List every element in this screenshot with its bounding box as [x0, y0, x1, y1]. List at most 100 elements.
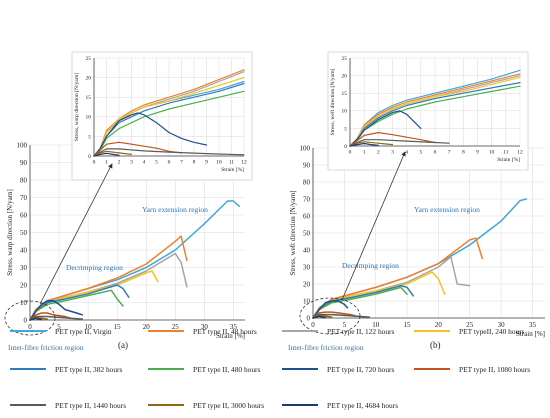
x-tick-label: 35	[230, 323, 238, 331]
y-tick-label: 15	[86, 95, 92, 101]
y-axis-label: Stress, warp direction [N/yarn]	[6, 189, 14, 276]
series-line	[349, 142, 379, 147]
y-tick-label: 20	[20, 281, 28, 289]
x-tick-label: 0	[93, 160, 96, 166]
friction-region-ellipse-b	[299, 297, 361, 335]
y-tick-label: 20	[86, 76, 92, 82]
x-tick-label: 10	[216, 160, 222, 166]
legend-swatch	[282, 404, 318, 406]
x-tick-label: 1	[363, 150, 366, 156]
legend-label: PET type II, 382 hours	[55, 364, 123, 374]
legend-label: PET type II, 1080 hours	[459, 364, 531, 374]
y-tick-label: 80	[20, 176, 28, 184]
y-tick-label: 100	[17, 141, 28, 149]
y-tick-label: 100	[300, 144, 311, 152]
inset-frame	[71, 51, 253, 181]
y-axis-label: Stress, weft direction [N/yarn]	[289, 190, 297, 275]
series-line	[312, 311, 358, 319]
x-tick-label: 8	[462, 150, 465, 156]
x-tick-label: 0	[28, 323, 32, 331]
series-line	[93, 148, 245, 157]
series-line	[312, 315, 327, 319]
y-tick-label: 90	[20, 159, 28, 167]
y-tick-label: 30	[20, 264, 28, 272]
annotation-inter-fibre-b: Inter-fibre friction region	[288, 343, 364, 352]
legend-item: PET type II, 3000 hours	[148, 398, 264, 412]
x-tick-label: 8	[193, 160, 196, 166]
x-tick-label: 10	[489, 150, 495, 156]
series-line	[312, 300, 349, 319]
legend-label: PET type II, 720 hours	[327, 364, 395, 374]
panel-label-a: (a)	[118, 340, 128, 350]
series-line	[93, 90, 245, 157]
x-axis-label: Strain [%]	[497, 157, 520, 163]
series-line	[349, 131, 436, 147]
y-tick-label: 50	[20, 229, 28, 237]
y-tick-label: 5	[344, 126, 347, 132]
x-tick-label: 30	[201, 323, 209, 331]
legend-item: PET type II, 122 hours	[282, 324, 394, 338]
x-tick-label: 5	[57, 323, 61, 331]
legend-item: PET type II, 720 hours	[282, 362, 394, 376]
x-tick-label: 2	[118, 160, 121, 166]
y-tick-label: 40	[303, 246, 311, 254]
zoom-arrow-b	[341, 151, 406, 301]
x-tick-label: 0	[349, 150, 352, 156]
x-tick-label: 7	[448, 150, 451, 156]
y-tick-label: 70	[20, 194, 28, 202]
annotation-yarn-extension-a: Yarn extension region	[142, 205, 208, 214]
legend-item: PET type II, 382 hours	[10, 362, 122, 376]
y-tick-label: 5	[88, 134, 91, 140]
annotation-decrimping-b: Decrimping region	[342, 261, 399, 270]
legend-item: PET type II, 1440 hours	[10, 398, 126, 412]
x-tick-label: 11	[229, 160, 235, 166]
y-axis-label: Stress, weft direction [N/yarn]	[329, 68, 336, 135]
y-tick-label: 0	[344, 144, 347, 150]
legend-item: PET type II, 4684 hours	[282, 398, 398, 412]
x-tick-label: 30	[498, 321, 506, 329]
series-line	[312, 286, 408, 319]
legend-label: PET type II, 48 hours	[193, 326, 257, 336]
legend-label: PET type II, Virgin	[55, 326, 112, 336]
legend-label: PET typeII, 240 hours	[459, 326, 525, 336]
x-axis-label: Strain [%]	[216, 332, 245, 340]
series-line	[93, 150, 133, 157]
legend-item: PET type II, 1080 hours	[414, 362, 530, 376]
legend-item: PET type II, 48 hours	[148, 324, 257, 338]
legend-swatch	[10, 330, 46, 332]
x-tick-label: 12	[517, 150, 523, 156]
x-tick-label: 12	[241, 160, 247, 166]
y-tick-label: 50	[303, 229, 311, 237]
x-tick-label: 10	[85, 323, 93, 331]
x-tick-label: 35	[529, 321, 537, 329]
panel-label-b: (b)	[430, 340, 441, 350]
series-line	[93, 112, 208, 157]
y-tick-label: 10	[303, 297, 311, 305]
x-tick-label: 7	[180, 160, 183, 166]
x-tick-label: 9	[476, 150, 479, 156]
legend: PET type II, Virgin PET type II, 48 hour…	[0, 318, 550, 418]
legend-item: PET typeII, 240 hours	[414, 324, 525, 338]
legend-label: PET type II, 4684 hours	[327, 400, 399, 410]
series-line	[29, 315, 84, 321]
x-tick-label: 25	[466, 321, 474, 329]
y-tick-label: 20	[342, 74, 348, 80]
x-tick-label: 3	[391, 150, 394, 156]
legend-item: PET type II, Virgin	[10, 324, 112, 338]
y-tick-label: 0	[307, 314, 311, 322]
x-tick-label: 11	[503, 150, 509, 156]
legend-swatch	[414, 330, 450, 332]
y-tick-label: 0	[88, 154, 91, 160]
legend-label: PET type II, 3000 hours	[193, 400, 265, 410]
series-line	[312, 313, 371, 319]
x-tick-label: 4	[405, 150, 408, 156]
x-tick-label: 0	[311, 321, 315, 329]
series-line	[93, 152, 120, 157]
legend-swatch	[148, 404, 184, 406]
legend-swatch	[414, 368, 450, 370]
y-tick-label: 40	[20, 246, 28, 254]
series-line	[29, 317, 43, 321]
y-tick-label: 30	[303, 263, 311, 271]
annotation-yarn-extension-b: Yarn extension region	[414, 205, 480, 214]
